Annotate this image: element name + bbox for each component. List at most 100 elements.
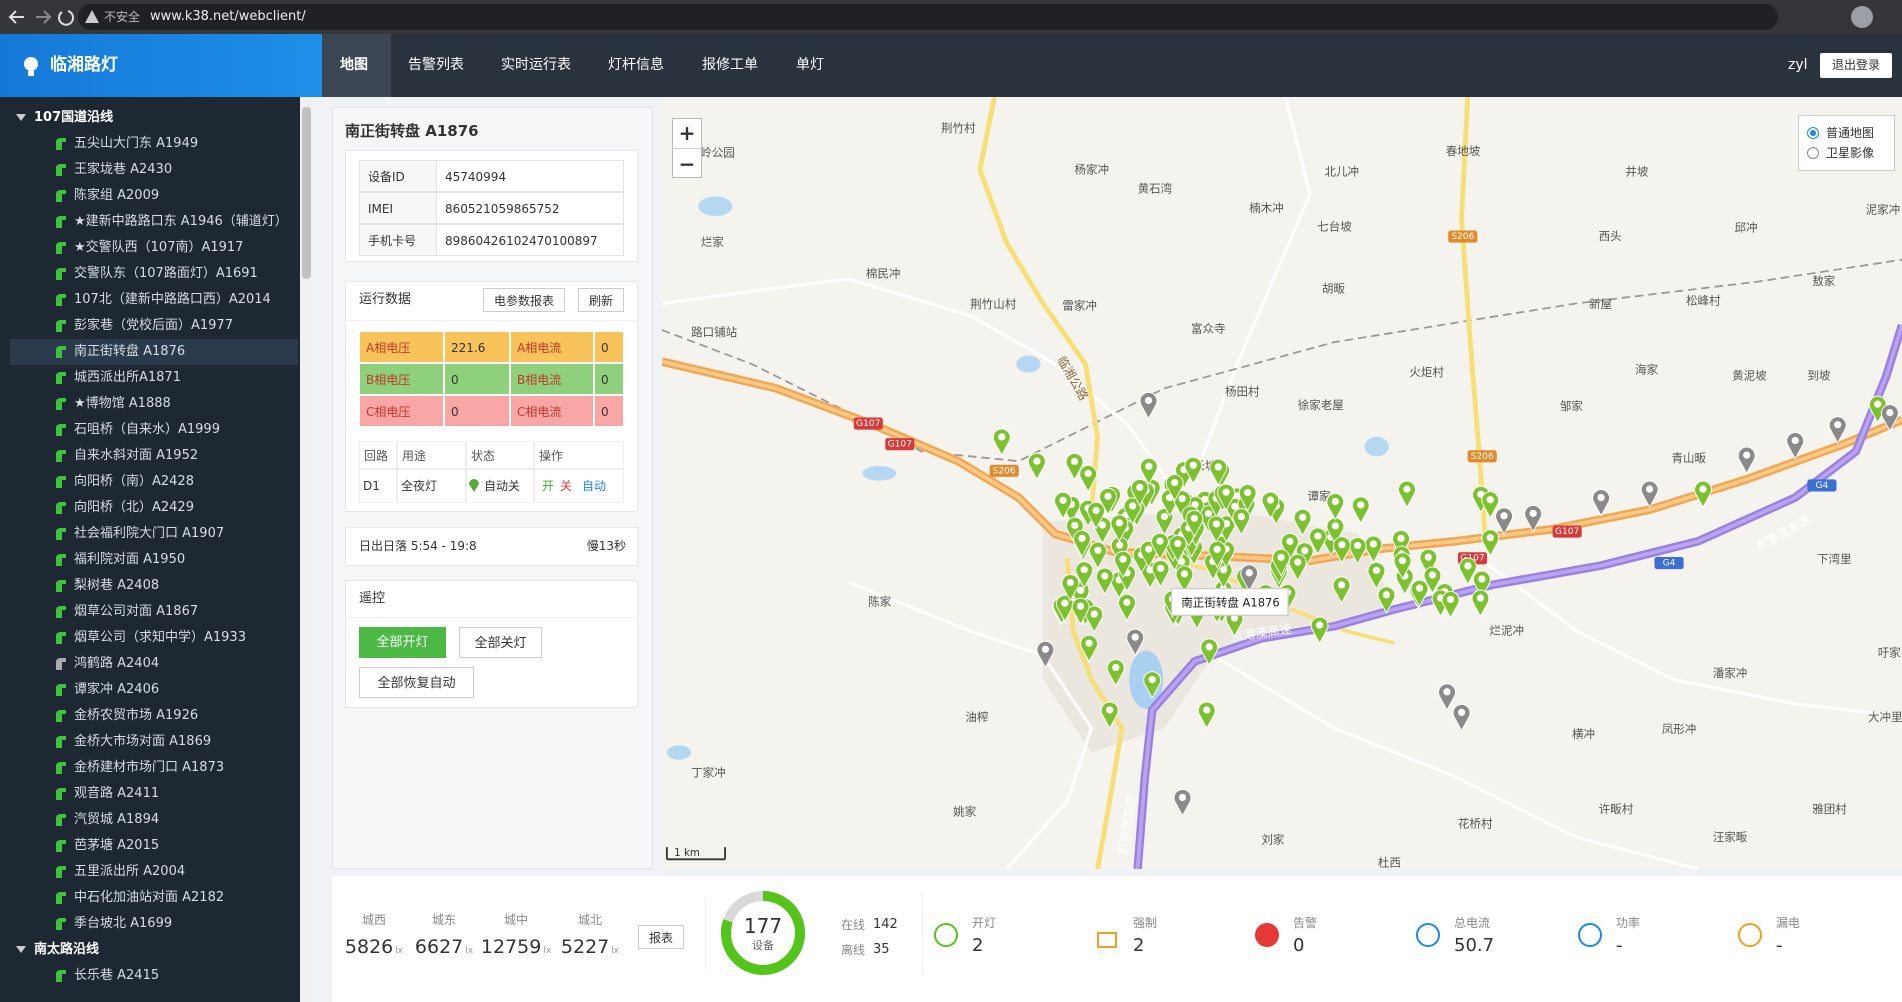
all-auto-button[interactable]: 全部恢复自动	[359, 667, 474, 698]
device-item[interactable]: 石咀桥（自来水）A1999	[74, 422, 220, 437]
device-item[interactable]: 鸿鹤路 A2404	[74, 656, 160, 671]
device-item[interactable]: 社会福利院大门口 A1907	[74, 526, 225, 541]
phase-label: B相电压	[359, 363, 444, 395]
lamp-marker	[1217, 483, 1236, 512]
device-item[interactable]: 南正街转盘 A1876	[74, 344, 186, 359]
lamp-icon	[56, 138, 66, 150]
device-item[interactable]: 谭家冲 A2406	[74, 682, 160, 697]
marker-dot	[1205, 643, 1213, 651]
place-name: 横冲	[1572, 727, 1595, 741]
refresh-button[interactable]: 刷新	[578, 288, 624, 312]
map[interactable]: 荆竹村 杨家冲 黄石湾 北儿冲 春地坡 井坡 泥家冲 烂家 楠木冲 七台坡 西头 邱冲 棉民冲 胡畈 敖家荆…	[662, 97, 1902, 869]
loop-cell	[397, 469, 466, 503]
marker-dot	[1315, 621, 1324, 629]
all-off-button[interactable]: 全部关灯	[459, 627, 542, 658]
report-button[interactable]: 报表	[638, 925, 684, 949]
marker-dot	[1080, 566, 1088, 574]
device-item[interactable]: ★博物馆 A1888	[74, 396, 171, 411]
lamp-marker	[1472, 570, 1491, 599]
device-item[interactable]: ★交警队西（107南）A1917	[74, 240, 244, 255]
lamp-marker	[1036, 640, 1055, 669]
device-item[interactable]: 五里派出所 A2004	[74, 864, 186, 879]
lamp-icon	[56, 476, 66, 488]
group-toggle	[16, 946, 26, 953]
device-item[interactable]: 向阳桥（南）A2428	[74, 474, 194, 489]
scrollbar-thumb[interactable]	[302, 107, 311, 279]
warning-icon	[85, 10, 99, 23]
road-shield	[1654, 557, 1684, 570]
device-item[interactable]: 观音路 A2411	[74, 786, 160, 801]
logout-button[interactable]: 退出登录	[1820, 53, 1892, 78]
marker-dot	[1171, 478, 1179, 487]
water	[698, 196, 733, 216]
place-name: 泥家冲	[1866, 202, 1901, 216]
marker-dot	[1092, 506, 1100, 514]
lamp-icon	[56, 788, 66, 800]
marker-dot	[1160, 512, 1169, 521]
device-item[interactable]: 金桥农贸市场 A1926	[74, 708, 199, 723]
marker-dot	[1457, 708, 1466, 717]
group-title[interactable]: 南太路沿线	[34, 942, 100, 957]
layer-radio	[1807, 147, 1819, 159]
place-name: 大冲里	[1868, 710, 1902, 724]
lamp-icon	[56, 528, 66, 540]
layer-option[interactable]: 普通地图	[1826, 126, 1875, 140]
loop-op[interactable]: 自动	[582, 479, 607, 493]
device-item[interactable]: 彭家巷（党校后面）A1977	[74, 318, 233, 333]
loop-op[interactable]: 开	[542, 479, 555, 493]
nav-tab[interactable]: 灯杆信息	[608, 57, 664, 73]
device-item[interactable]: 五尖山大门东 A1949	[74, 136, 199, 151]
device-item[interactable]: 107北（建新中路路口西）A2014	[74, 292, 271, 307]
report-button[interactable]: 电参数报表	[483, 288, 565, 312]
device-item[interactable]: 季台坡北 A1699	[74, 916, 173, 931]
device-item[interactable]: 城西派出所A1871	[74, 370, 181, 385]
phase-label: B相电流	[510, 363, 594, 395]
device-item[interactable]: 金桥建材市场门口 A1873	[74, 760, 225, 775]
device-item[interactable]: ★建新中路路口东 A1946（辅道灯）	[74, 214, 288, 229]
device-item[interactable]: 汽贸城 A1894	[74, 812, 160, 827]
zoom-out[interactable]: −	[672, 148, 702, 178]
place-name: 杨田村	[1225, 384, 1260, 398]
panel-title: 南正街转盘 A1876	[345, 122, 479, 140]
loop-op[interactable]: 关	[560, 479, 573, 493]
layer-option[interactable]: 卫星影像	[1826, 146, 1875, 160]
device-item[interactable]: 自来水斜对面 A1952	[74, 448, 199, 463]
nav-tab[interactable]: 地图	[340, 57, 368, 73]
nav-tab[interactable]: 报修工单	[702, 57, 758, 73]
zoom-in[interactable]: +	[678, 121, 696, 145]
group-title[interactable]: 107国道沿线	[34, 110, 114, 125]
address-bar[interactable]	[78, 4, 1778, 30]
device-item[interactable]: 陈家组 A2009	[74, 188, 160, 203]
lamp-icon	[56, 606, 66, 618]
lamp-marker	[1288, 553, 1307, 582]
nav-tab[interactable]: 单灯	[796, 57, 824, 73]
place-name: 松峰村	[1686, 293, 1721, 307]
device-item[interactable]: 梨树巷 A2408	[74, 578, 160, 593]
marker-dot	[1464, 562, 1472, 570]
all-on-button[interactable]: 全部开灯	[359, 627, 446, 658]
marker-dot	[1398, 556, 1407, 565]
lamp-marker	[1123, 497, 1142, 526]
active-tab-bg	[322, 34, 391, 97]
marker-dot	[1090, 610, 1098, 618]
device-item[interactable]: 烟草公司（求知中学）A1933	[74, 630, 246, 645]
device-item[interactable]: 金桥大市场对面 A1869	[74, 734, 212, 749]
road-label: G4	[1663, 559, 1676, 569]
place-name: 路口铺站	[691, 325, 738, 339]
device-item[interactable]: 长乐巷 A2415	[74, 968, 160, 983]
map-tooltip-box	[1170, 587, 1289, 616]
device-item[interactable]: 烟草公司对面 A1867	[74, 604, 199, 619]
lamp-marker	[1332, 576, 1351, 605]
nav-tab[interactable]: 告警列表	[408, 57, 464, 73]
device-item[interactable]: 交警队东（107路面灯）A1691	[74, 266, 258, 281]
device-item[interactable]: 芭茅塘 A2015	[74, 838, 160, 853]
device-item[interactable]: 中石化加油站对面 A2182	[74, 890, 225, 905]
nav-tab[interactable]: 实时运行表	[501, 57, 571, 73]
device-item[interactable]: 福利院对面 A1950	[74, 552, 186, 567]
marker-dot	[1123, 598, 1131, 606]
device-item[interactable]: 向阳桥（北）A2429	[74, 500, 194, 515]
device-item[interactable]: 王家垅巷 A2430	[74, 162, 173, 177]
lux-unit: lx	[465, 946, 474, 956]
marker-dot	[1189, 461, 1197, 469]
